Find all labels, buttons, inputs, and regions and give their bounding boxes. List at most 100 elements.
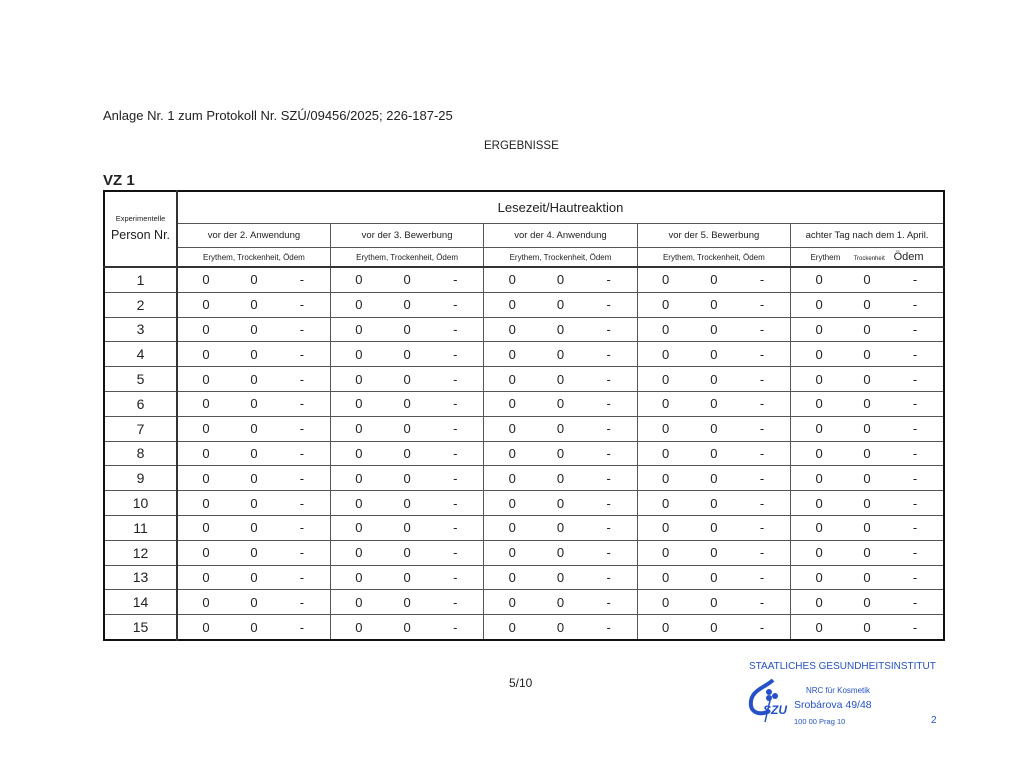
- value-erythem: 0: [355, 495, 363, 511]
- value-odem: -: [759, 470, 765, 486]
- value-erythem: 0: [815, 594, 823, 610]
- value-erythem: 0: [815, 470, 823, 486]
- value-erythem: 0: [662, 495, 670, 511]
- value-odem: -: [606, 495, 611, 511]
- value-erythem: 0: [815, 545, 823, 561]
- value-trockenheit: 0: [556, 470, 565, 486]
- table-row: 1 0 0 - 0 0 - 0 0 - 0 0 - 0 0 -: [103, 266, 945, 293]
- value-odem: -: [606, 520, 611, 536]
- value-odem: -: [453, 470, 458, 486]
- value-trockenheit: 0: [403, 421, 411, 437]
- person-number: 12: [103, 539, 178, 566]
- reaction-cell: 0 0 -: [483, 514, 638, 541]
- value-erythem: 0: [662, 520, 670, 536]
- subheader-trockenheit: Trockenheit: [853, 256, 885, 262]
- value-trockenheit: 0: [250, 321, 258, 337]
- group-header: vor der 2. Anwendung: [176, 223, 331, 248]
- reaction-cell: 0 0 -: [176, 564, 331, 591]
- value-erythem: 0: [202, 619, 210, 635]
- value-trockenheit: 0: [403, 495, 411, 511]
- table-row: 2 0 0 - 0 0 - 0 0 - 0 0 - 0 0 -: [103, 291, 945, 318]
- person-number: 7: [103, 415, 178, 442]
- reaction-cell: 0 0 -: [483, 341, 638, 368]
- reaction-cell: 0 0 -: [329, 291, 485, 318]
- value-odem: -: [299, 371, 305, 387]
- person-header: Experimentelle Person Nr.: [103, 190, 178, 268]
- value-erythem: 0: [508, 321, 516, 337]
- value-trockenheit: 0: [863, 272, 871, 288]
- value-erythem: 0: [662, 297, 670, 313]
- reaction-cell: 0 0 -: [329, 514, 485, 541]
- reaction-cell: 0 0 -: [329, 266, 485, 293]
- table-row: 11 0 0 - 0 0 - 0 0 - 0 0 - 0 0 -: [103, 514, 945, 541]
- value-erythem: 0: [355, 470, 363, 486]
- value-odem: -: [453, 297, 458, 313]
- value-erythem: 0: [662, 594, 670, 610]
- value-erythem: 0: [202, 495, 210, 511]
- person-number: 4: [103, 341, 178, 368]
- value-erythem: 0: [355, 445, 363, 461]
- value-odem: -: [759, 495, 765, 511]
- value-odem: -: [759, 619, 765, 635]
- person-number: 3: [103, 316, 178, 343]
- value-trockenheit: 0: [556, 445, 565, 461]
- value-odem: -: [606, 569, 611, 585]
- reaction-cell: 0 0 -: [329, 366, 485, 392]
- person-number: 10: [103, 490, 178, 516]
- value-trockenheit: 0: [250, 297, 258, 313]
- reaction-cell: 0 0 -: [176, 589, 331, 616]
- reaction-cell: 0 0 -: [790, 564, 945, 591]
- value-odem: -: [912, 520, 918, 536]
- table-row: 7 0 0 - 0 0 - 0 0 - 0 0 - 0 0 -: [103, 415, 945, 442]
- value-trockenheit: 0: [863, 619, 871, 635]
- value-erythem: 0: [508, 272, 516, 288]
- value-erythem: 0: [662, 396, 670, 412]
- value-odem: -: [759, 272, 765, 288]
- value-odem: -: [912, 272, 918, 288]
- reaction-cell: 0 0 -: [483, 316, 638, 343]
- value-erythem: 0: [355, 421, 363, 437]
- value-trockenheit: 0: [710, 520, 718, 536]
- value-odem: -: [453, 321, 458, 337]
- reaction-cell: 0 0 -: [636, 316, 792, 343]
- value-trockenheit: 0: [863, 470, 871, 486]
- reaction-cell: 0 0 -: [176, 316, 331, 343]
- person-number: 6: [103, 390, 178, 417]
- reaction-cell: 0 0 -: [790, 465, 945, 492]
- value-odem: -: [912, 495, 918, 511]
- value-odem: -: [606, 272, 611, 288]
- value-trockenheit: 0: [863, 297, 871, 313]
- group-header: vor der 5. Bewerbung: [636, 223, 792, 248]
- value-erythem: 0: [815, 272, 823, 288]
- value-trockenheit: 0: [556, 371, 565, 387]
- value-trockenheit: 0: [710, 445, 718, 461]
- value-odem: -: [606, 321, 611, 337]
- value-odem: -: [912, 569, 918, 585]
- main-header: Lesezeit/Hautreaktion: [176, 190, 945, 224]
- value-erythem: 0: [815, 321, 823, 337]
- value-odem: -: [759, 371, 765, 387]
- value-erythem: 0: [508, 520, 516, 536]
- reaction-cell: 0 0 -: [176, 539, 331, 566]
- table-row: 14 0 0 - 0 0 - 0 0 - 0 0 - 0 0 -: [103, 589, 945, 616]
- table-row: 4 0 0 - 0 0 - 0 0 - 0 0 - 0 0 -: [103, 341, 945, 368]
- value-odem: -: [912, 396, 918, 412]
- value-trockenheit: 0: [710, 272, 718, 288]
- reaction-cell: 0 0 -: [483, 589, 638, 616]
- reaction-cell: 0 0 -: [483, 564, 638, 591]
- value-erythem: 0: [508, 371, 516, 387]
- value-trockenheit: 0: [403, 619, 411, 635]
- reaction-cell: 0 0 -: [636, 341, 792, 368]
- value-trockenheit: 0: [403, 470, 411, 486]
- subheader-erythem: Erythem: [810, 253, 841, 262]
- reaction-cell: 0 0 -: [636, 539, 792, 566]
- value-erythem: 0: [662, 272, 670, 288]
- reaction-cell: 0 0 -: [176, 514, 331, 541]
- value-erythem: 0: [508, 619, 516, 635]
- reaction-cell: 0 0 -: [329, 415, 485, 442]
- person-header-top: Experimentelle: [115, 214, 166, 223]
- reaction-cell: 0 0 -: [176, 341, 331, 368]
- reaction-cell: 0 0 -: [483, 465, 638, 492]
- reaction-cell: 0 0 -: [329, 390, 485, 417]
- value-odem: -: [759, 396, 765, 412]
